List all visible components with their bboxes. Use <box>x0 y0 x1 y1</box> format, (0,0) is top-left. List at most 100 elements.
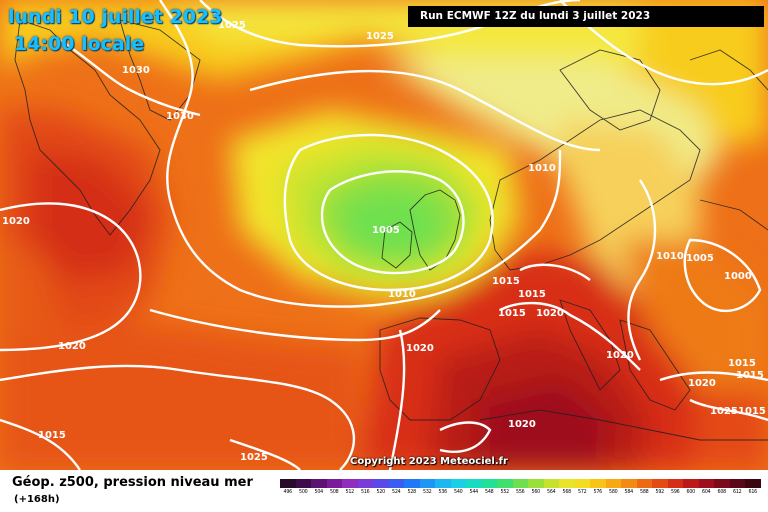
scale-tick-label: 500 <box>298 490 308 495</box>
scale-color <box>388 479 404 488</box>
isobar-label: 1000 <box>724 271 752 282</box>
scale-color <box>605 479 621 488</box>
isobar-label: 1030 <box>122 65 150 76</box>
scale-color <box>435 479 451 488</box>
scale-color <box>543 479 559 488</box>
scale-swatch: 556 <box>512 479 528 495</box>
scale-color <box>373 479 389 488</box>
copyright-text: Copyright 2023 Meteociel.fr <box>350 456 508 467</box>
scale-swatch: 508 <box>326 479 342 495</box>
scale-swatch: 576 <box>590 479 606 495</box>
scale-color <box>419 479 435 488</box>
scale-swatch: 552 <box>497 479 513 495</box>
scale-swatch: 500 <box>295 479 311 495</box>
scale-tick-label: 544 <box>469 490 479 495</box>
isobar-label: 1015 <box>38 430 66 441</box>
scale-swatch: 536 <box>435 479 451 495</box>
isobar-label: 1005 <box>686 253 714 264</box>
scale-swatch: 496 <box>280 479 296 495</box>
scale-color <box>295 479 311 488</box>
forecast-date: lundi 10 juillet 2023 <box>8 6 223 28</box>
isobars <box>0 0 768 470</box>
scale-tick-label: 568 <box>562 490 572 495</box>
isobar-label: 1025 <box>366 31 394 42</box>
scale-tick-label: 616 <box>748 490 758 495</box>
scale-tick-label: 536 <box>438 490 448 495</box>
scale-tick-label: 592 <box>655 490 665 495</box>
isobar-label: 1015 <box>738 406 766 417</box>
isobar-label: 1020 <box>536 308 564 319</box>
isobar-label: 1020 <box>2 216 30 227</box>
isobar-label: 1020 <box>58 341 86 352</box>
scale-swatch: 528 <box>404 479 420 495</box>
scale-swatch: 600 <box>683 479 699 495</box>
scale-tick-label: 548 <box>484 490 494 495</box>
scale-color <box>342 479 358 488</box>
scale-swatch: 588 <box>636 479 652 495</box>
scale-color <box>698 479 714 488</box>
scale-swatch: 548 <box>481 479 497 495</box>
scale-swatch: 612 <box>729 479 745 495</box>
scale-color <box>450 479 466 488</box>
scale-tick-label: 516 <box>360 490 370 495</box>
scale-tick-label: 612 <box>732 490 742 495</box>
isobar-label: 1010 <box>388 289 416 300</box>
scale-tick-label: 508 <box>329 490 339 495</box>
scale-tick-label: 608 <box>717 490 727 495</box>
scale-color <box>729 479 745 488</box>
scale-color <box>404 479 420 488</box>
isobar-label: 1030 <box>166 111 194 122</box>
scale-swatch: 596 <box>667 479 683 495</box>
scale-color <box>667 479 683 488</box>
geopotential-field <box>0 0 768 470</box>
legend-footer: Géop. z500, pression niveau mer (+168h) <box>0 470 768 512</box>
scale-swatch: 584 <box>621 479 637 495</box>
scale-swatch: 532 <box>419 479 435 495</box>
scale-tick-label: 600 <box>686 490 696 495</box>
scale-color <box>280 479 296 488</box>
isobar-label: 1015 <box>518 289 546 300</box>
scale-tick-label: 524 <box>391 490 401 495</box>
scale-color <box>714 479 730 488</box>
scale-swatch: 592 <box>652 479 668 495</box>
scale-swatch: 564 <box>543 479 559 495</box>
isobar-labels: 1025 1030 1025 1030 1020 1020 1015 1025 … <box>2 20 766 463</box>
scale-tick-label: 556 <box>515 490 525 495</box>
scale-tick-label: 532 <box>422 490 432 495</box>
scale-tick-label: 504 <box>314 490 324 495</box>
isobar-label: 1020 <box>688 378 716 389</box>
scale-color <box>481 479 497 488</box>
isobar-label: 1020 <box>406 343 434 354</box>
map-canvas: 1025 1030 1025 1030 1020 1020 1015 1025 … <box>0 0 768 470</box>
isobar-label: 1015 <box>498 308 526 319</box>
scale-tick-label: 496 <box>283 490 293 495</box>
scale-tick-label: 552 <box>500 490 510 495</box>
scale-swatch: 540 <box>450 479 466 495</box>
isobar-label: 1010 <box>656 251 684 262</box>
scale-color <box>497 479 513 488</box>
scale-swatch: 512 <box>342 479 358 495</box>
scale-color <box>636 479 652 488</box>
scale-color <box>683 479 699 488</box>
scale-tick-label: 580 <box>608 490 618 495</box>
forecast-time: 14:00 locale <box>14 33 145 55</box>
scale-tick-label: 572 <box>577 490 587 495</box>
coastlines <box>14 19 768 441</box>
isobar-label: 1025 <box>218 20 246 31</box>
scale-tick-label: 564 <box>546 490 556 495</box>
scale-color <box>745 479 761 488</box>
scale-swatch: 560 <box>528 479 544 495</box>
scale-swatch: 516 <box>357 479 373 495</box>
scale-swatch: 572 <box>574 479 590 495</box>
scale-tick-label: 604 <box>701 490 711 495</box>
scale-swatch: 580 <box>605 479 621 495</box>
scale-tick-label: 588 <box>639 490 649 495</box>
scale-tick-label: 540 <box>453 490 463 495</box>
isobar-label: 1010 <box>528 163 556 174</box>
scale-swatch: 544 <box>466 479 482 495</box>
isobar-label: 1015 <box>492 276 520 287</box>
scale-tick-label: 576 <box>593 490 603 495</box>
scale-color <box>466 479 482 488</box>
scale-tick-label: 520 <box>376 490 386 495</box>
